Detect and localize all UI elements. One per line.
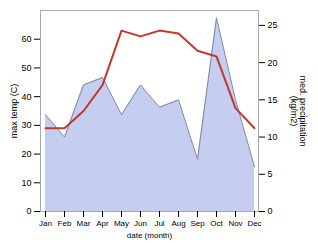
svg-text:May: May — [114, 219, 129, 228]
svg-text:Oct: Oct — [210, 219, 223, 228]
svg-text:Nov: Nov — [228, 219, 242, 228]
svg-text:Sep: Sep — [190, 219, 205, 228]
svg-text:Jun: Jun — [134, 219, 147, 228]
svg-text:0: 0 — [26, 206, 31, 216]
svg-text:Jul: Jul — [154, 219, 164, 228]
svg-text:med. precipitation(kg/m2): med. precipitation(kg/m2) — [289, 75, 308, 146]
svg-text:40: 40 — [21, 92, 31, 102]
svg-text:50: 50 — [21, 63, 31, 73]
svg-text:Mar: Mar — [77, 219, 91, 228]
svg-text:10: 10 — [268, 132, 278, 142]
svg-text:date (month): date (month) — [127, 231, 173, 240]
svg-text:5: 5 — [268, 169, 273, 179]
svg-text:10: 10 — [21, 178, 31, 188]
svg-text:20: 20 — [21, 149, 31, 159]
svg-text:Dec: Dec — [247, 219, 261, 228]
svg-text:Aug: Aug — [171, 219, 185, 228]
svg-text:15: 15 — [268, 95, 278, 105]
svg-text:Jan: Jan — [39, 219, 52, 228]
svg-text:30: 30 — [21, 120, 31, 130]
svg-text:25: 25 — [268, 20, 278, 30]
svg-text:Apr: Apr — [96, 219, 109, 228]
svg-text:Feb: Feb — [58, 219, 72, 228]
svg-text:60: 60 — [21, 34, 31, 44]
svg-text:0: 0 — [268, 206, 273, 216]
svg-text:20: 20 — [268, 57, 278, 67]
svg-text:max temp (C): max temp (C) — [9, 84, 19, 139]
